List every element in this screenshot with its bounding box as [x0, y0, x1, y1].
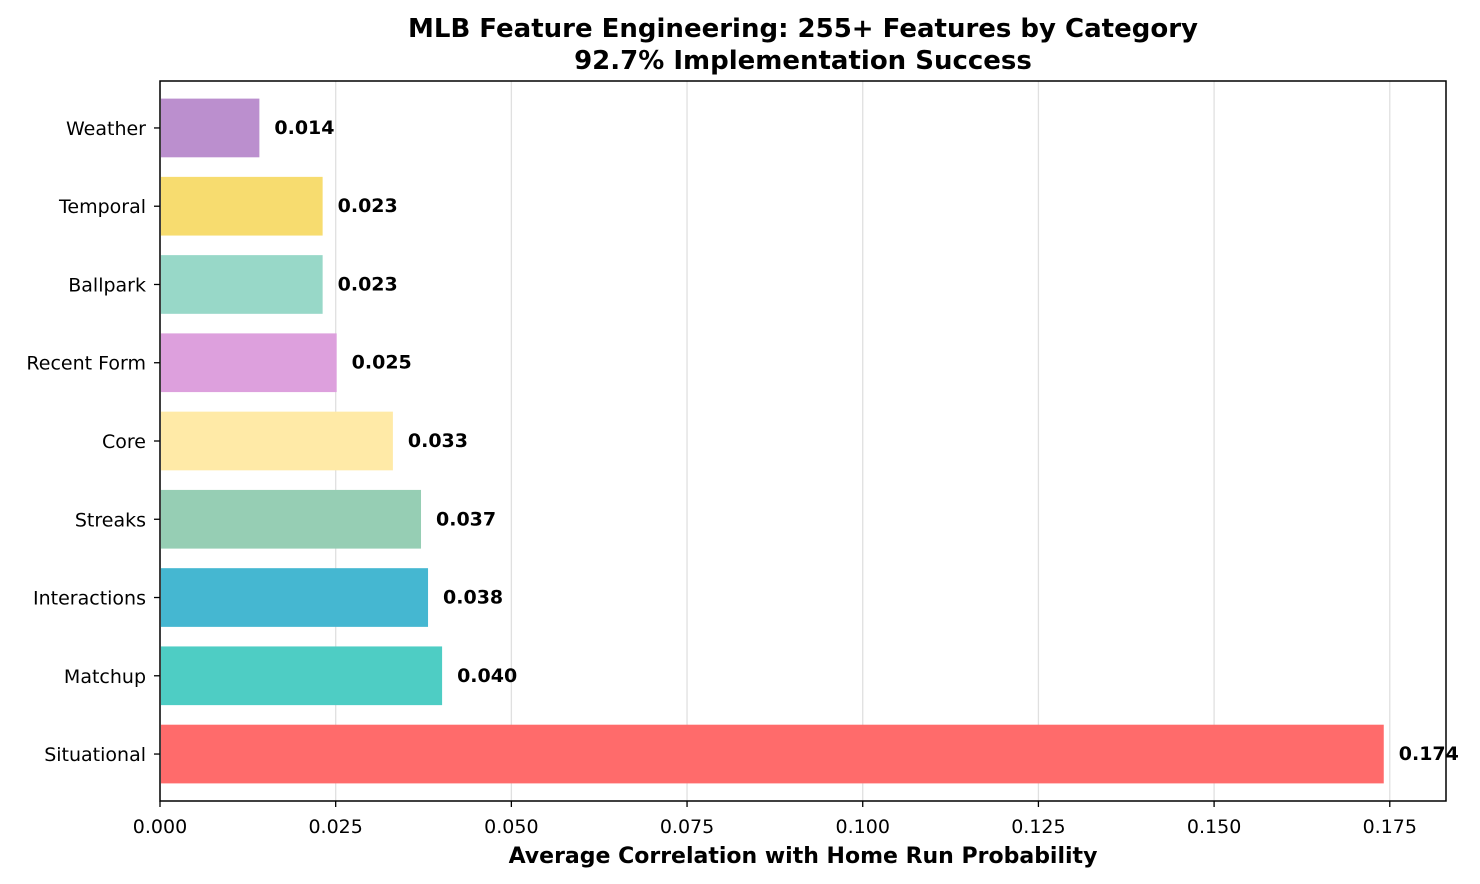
y-tick-label: Interactions — [33, 588, 146, 610]
x-tick-label: 0.075 — [660, 816, 714, 838]
y-tick-label: Situational — [44, 744, 146, 766]
bars — [161, 98, 1384, 784]
bar-value-label: 0.037 — [436, 508, 496, 530]
y-tick-label: Matchup — [64, 666, 146, 688]
bar-value-label: 0.174 — [1399, 743, 1459, 765]
bar-value-label: 0.025 — [352, 352, 412, 374]
x-tick-label: 0.100 — [836, 816, 890, 838]
chart-subtitle: 92.7% Implementation Success — [574, 46, 1032, 76]
y-tick-labels: Situational Matchup Interactions Streaks Cor… — [26, 118, 160, 766]
bar-value-label: 0.040 — [457, 665, 517, 687]
bar-value-label: 0.023 — [338, 273, 398, 295]
y-tick-label: Core — [102, 431, 146, 453]
grid-lines — [159, 81, 1391, 801]
y-tick-label: Streaks — [75, 509, 146, 531]
bar-value-label: 0.023 — [338, 195, 398, 217]
bar-weather — [161, 98, 260, 158]
y-tick-label: Weather — [66, 118, 146, 140]
y-tick-label: Temporal — [58, 196, 146, 218]
bar-value-label: 0.033 — [408, 430, 468, 452]
bar-interactions — [161, 568, 429, 627]
x-ticks: 0.000 0.025 0.050 0.075 0.100 0.125 0.150 0.175 — [133, 801, 1417, 838]
x-tick-label: 0.125 — [1011, 816, 1065, 838]
bar-recent-form — [161, 333, 337, 393]
bar-value-label: 0.038 — [443, 587, 503, 609]
bar-matchup — [161, 646, 443, 706]
x-tick-label: 0.000 — [133, 816, 187, 838]
bar-ballpark — [161, 255, 323, 314]
bar-temporal — [161, 176, 323, 236]
x-tick-label: 0.025 — [308, 816, 362, 838]
y-tick-label: Recent Form — [26, 353, 146, 375]
bar-core — [161, 411, 393, 471]
bar-streaks — [161, 489, 422, 549]
x-tick-label: 0.050 — [484, 816, 538, 838]
plot-frame — [159, 80, 1447, 802]
x-tick-label: 0.150 — [1187, 816, 1241, 838]
chart-title: MLB Feature Engineering: 255+ Features b… — [408, 14, 1198, 44]
value-labels: 0.174 0.040 0.038 0.037 0.033 0.025 0.023 0.023… — [274, 117, 1458, 765]
x-tick-label: 0.175 — [1363, 816, 1417, 838]
bar-situational — [161, 724, 1384, 784]
y-tick-label: Ballpark — [68, 274, 146, 296]
x-axis-title: Average Correlation with Home Run Probab… — [509, 844, 1098, 869]
bar-value-label: 0.014 — [274, 117, 334, 139]
